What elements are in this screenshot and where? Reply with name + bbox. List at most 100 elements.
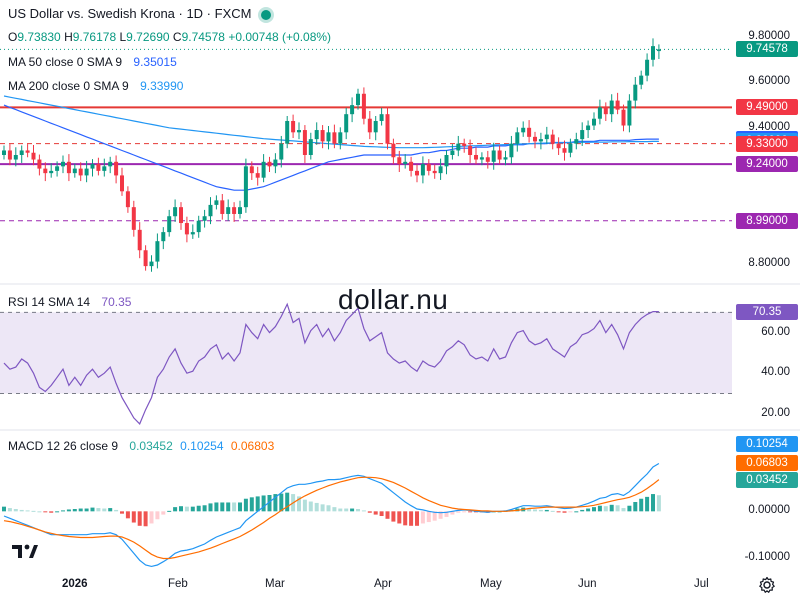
- price-axis-tag: 9.24000: [736, 156, 798, 173]
- candle-body: [491, 150, 496, 162]
- macd-histogram-bar: [633, 502, 638, 512]
- macd-histogram-bar: [155, 511, 160, 520]
- macd-histogram-bar: [196, 505, 201, 512]
- candle-body: [344, 114, 349, 133]
- candle-body: [586, 125, 591, 131]
- ma200-series-line: [3, 95, 659, 149]
- macd-histogram-bar: [379, 511, 384, 516]
- candle-body: [538, 139, 543, 142]
- macd-histogram-bar: [592, 507, 596, 512]
- candle-body: [302, 130, 307, 155]
- candle-body: [120, 175, 124, 192]
- candle-body: [651, 46, 655, 60]
- candle-body: [108, 161, 113, 167]
- macd-histogram-bar: [456, 511, 461, 513]
- candle-body: [285, 120, 290, 144]
- macd-legend[interactable]: MACD 12 26 close 9 0.03452 0.10254 0.068…: [8, 439, 274, 453]
- macd-histogram-bar: [66, 509, 71, 512]
- candle-body: [7, 150, 12, 160]
- market-open-indicator: [261, 9, 272, 20]
- macd-histogram-bar: [468, 511, 473, 513]
- macd-histogram-bar: [49, 511, 54, 513]
- macd-histogram-bar: [597, 505, 602, 512]
- macd-series-line: [3, 462, 660, 568]
- candle-body: [438, 166, 443, 174]
- macd-histogram-bar: [61, 510, 65, 512]
- macd-histogram-bar: [84, 508, 89, 512]
- macd-histogram-bar: [615, 505, 620, 512]
- candle-body: [615, 100, 620, 110]
- macd-histogram-bar: [90, 507, 95, 512]
- candle-body: [226, 207, 231, 214]
- candle-body: [521, 127, 526, 133]
- candle-body: [474, 155, 478, 160]
- chart-legend-title[interactable]: US Dollar vs. Swedish Krona · 1D · FXCM: [8, 6, 272, 21]
- ma50-legend[interactable]: MA 50 close 0 SMA 9 9.35015: [8, 55, 177, 69]
- candle-body: [13, 155, 18, 160]
- candle-body: [131, 207, 136, 230]
- close-key: C: [172, 30, 182, 44]
- candle-body: [31, 152, 36, 160]
- ma200-legend[interactable]: MA 200 close 0 SMA 9 9.33990: [8, 79, 183, 93]
- candle-body: [544, 134, 549, 140]
- macd-histogram-bar: [173, 507, 178, 512]
- candle-body: [397, 157, 402, 165]
- low-value: 9.72690: [126, 30, 170, 44]
- candle-body: [338, 132, 343, 144]
- candle-body: [527, 127, 532, 137]
- macd-histogram-bar: [149, 511, 154, 524]
- ma50-label[interactable]: MA 50 close 0 SMA 9: [8, 55, 123, 69]
- macd-label[interactable]: MACD 12 26 close 9: [8, 439, 119, 453]
- macd-axis-tick: 0.00000: [748, 504, 790, 517]
- price-axis-tag: 9.33000: [736, 135, 798, 152]
- macd-histogram-bar: [13, 509, 18, 512]
- candle-body: [479, 157, 484, 160]
- candle-body: [238, 207, 242, 214]
- change-value: +0.00748 (+0.08%): [228, 30, 332, 44]
- rsi-label[interactable]: RSI 14 SMA 14: [8, 295, 91, 309]
- macd-histogram-bar: [556, 511, 561, 513]
- symbol-title[interactable]: US Dollar vs. Swedish Krona · 1D · FXCM: [8, 6, 252, 21]
- candle-body: [190, 232, 195, 235]
- macd-histogram-bar: [651, 494, 655, 512]
- rsi-legend[interactable]: RSI 14 SMA 14 70.35: [8, 295, 131, 309]
- candle-body: [597, 107, 602, 119]
- macd-histogram-bar: [533, 509, 537, 512]
- candle-body: [308, 139, 313, 155]
- macd-histogram-bar: [344, 508, 349, 512]
- ma200-label[interactable]: MA 200 close 0 SMA 9: [8, 79, 129, 93]
- candle-body: [61, 161, 65, 167]
- candle-body: [25, 150, 30, 153]
- candle-body: [255, 173, 260, 178]
- macd-histogram-bar: [297, 496, 301, 512]
- macd-histogram-bar: [385, 511, 390, 519]
- candle-body: [621, 109, 626, 126]
- macd-histogram-bar: [338, 508, 343, 512]
- time-axis-label: Feb: [168, 578, 188, 590]
- macd-histogram-bar: [308, 501, 313, 512]
- candle-body: [568, 143, 573, 153]
- macd-histogram-bar: [538, 509, 543, 512]
- macd-histogram-bar: [403, 511, 408, 526]
- ohlc-readout: O9.73830 H9.76178 L9.72690 C9.74578 +0.0…: [8, 30, 331, 44]
- open-key: O: [8, 30, 18, 44]
- macd-histogram-bar: [232, 502, 237, 512]
- macd-histogram-bar: [179, 506, 183, 512]
- candle-body: [373, 120, 378, 133]
- macd-histogram-bar: [656, 495, 661, 512]
- candle-body: [456, 143, 461, 151]
- macd-histogram-bar: [450, 511, 455, 515]
- macd-histogram-bar: [302, 499, 307, 512]
- macd-histogram-bar: [361, 510, 366, 512]
- candle-body: [184, 223, 189, 235]
- macd-histogram-bar: [143, 511, 148, 527]
- macd-histogram-bar: [609, 504, 614, 512]
- gear-icon[interactable]: [758, 576, 776, 594]
- tradingview-logo-icon[interactable]: [10, 538, 40, 564]
- candle-body: [66, 161, 71, 174]
- macd-histogram-bar: [320, 504, 325, 512]
- macd-histogram-bar: [432, 511, 437, 521]
- macd-histogram-bar: [125, 511, 130, 519]
- candle-body: [633, 84, 638, 101]
